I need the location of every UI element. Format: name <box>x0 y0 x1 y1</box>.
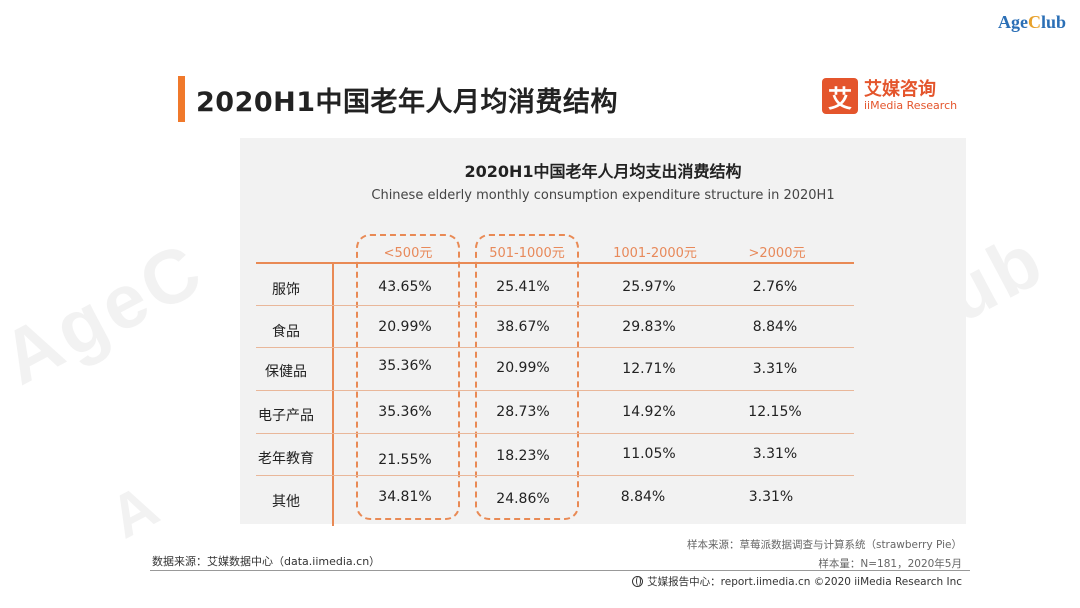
row-label: 老年教育 <box>258 451 314 467</box>
table-cell: 8.84% <box>752 319 798 335</box>
table-cell: 3.31% <box>752 446 798 462</box>
iimedia-logo: 艾 艾媒咨询 iiMedia Research <box>822 78 957 114</box>
table-cell: 38.67% <box>496 319 550 335</box>
sample-source: 样本来源：草莓派数据调查与计算系统（strawberry Pie） <box>686 539 962 551</box>
title-accent-bar <box>178 76 185 122</box>
column-header: >2000元 <box>748 246 806 261</box>
table-cell: 8.84% <box>620 489 666 505</box>
row-label: 保健品 <box>265 364 307 380</box>
table-cell: 34.81% <box>378 489 432 505</box>
row-rule <box>256 390 854 391</box>
table-cell: 43.65% <box>378 279 432 295</box>
footer-rule <box>150 570 970 571</box>
brand-part-3: lub <box>1040 12 1066 32</box>
table-cell: 11.05% <box>622 446 676 462</box>
report-center-text: 艾媒报告中心：report.iimedia.cn ©2020 iiMedia R… <box>647 576 962 588</box>
table-cell: 35.36% <box>378 358 432 374</box>
brand-part-2: C <box>1027 12 1041 32</box>
table-cell: 21.55% <box>378 452 432 468</box>
row-label: 其他 <box>272 494 300 510</box>
sample-size: 样本量：N=181，2020年5月 <box>818 558 962 570</box>
row-label: 食品 <box>272 324 300 340</box>
page-title: 2020H1中国老年人月均消费结构 <box>196 87 619 118</box>
table-cell: 20.99% <box>496 360 550 376</box>
brand-part-1: Age <box>997 12 1028 32</box>
row-label: 电子产品 <box>258 408 314 424</box>
table-cell: 14.92% <box>622 404 676 420</box>
table-cell: 12.15% <box>748 404 802 420</box>
table-cell: 24.86% <box>496 491 550 507</box>
table-cell: 28.73% <box>496 404 550 420</box>
chart-title: 2020H1中国老年人月均支出消费结构 <box>464 162 742 181</box>
table-cell: 2.76% <box>752 279 798 295</box>
highlight-box-col-1 <box>356 234 460 520</box>
globe-icon <box>632 576 644 587</box>
highlight-box-col-2 <box>475 234 579 520</box>
label-column-rule <box>332 264 334 526</box>
iimedia-logo-cn: 艾媒咨询 <box>864 79 936 101</box>
row-rule <box>256 475 854 476</box>
data-source: 数据来源：艾媒数据中心（data.iimedia.cn） <box>152 555 381 568</box>
table-panel <box>240 138 966 524</box>
watermark-bottom: A <box>99 469 173 552</box>
table-cell: 18.23% <box>496 448 550 464</box>
table-cell: 20.99% <box>378 319 432 335</box>
table-cell: 3.31% <box>752 361 798 377</box>
table-cell: 25.41% <box>496 279 550 295</box>
column-header: <500元 <box>383 246 433 261</box>
column-header: 1001-2000元 <box>613 246 697 261</box>
row-rule <box>256 305 854 306</box>
row-rule <box>256 433 854 434</box>
watermark-left: AgeC <box>0 225 218 402</box>
report-center: 艾媒报告中心：report.iimedia.cn ©2020 iiMedia R… <box>632 574 962 589</box>
table-cell: 25.97% <box>622 279 676 295</box>
iimedia-logo-mark: 艾 <box>822 78 858 114</box>
iimedia-logo-en: iiMedia Research <box>864 98 958 112</box>
chart-subtitle: Chinese elderly monthly consumption expe… <box>371 188 835 203</box>
row-label: 服饰 <box>272 282 300 298</box>
table-cell: 29.83% <box>622 319 676 335</box>
row-rule <box>256 347 854 348</box>
ageclub-brand: AgeClub <box>998 12 1066 33</box>
header-rule <box>256 262 854 264</box>
table-cell: 35.36% <box>378 404 432 420</box>
table-cell: 12.71% <box>622 361 676 377</box>
table-cell: 3.31% <box>748 489 794 505</box>
column-header: 501-1000元 <box>489 246 565 261</box>
